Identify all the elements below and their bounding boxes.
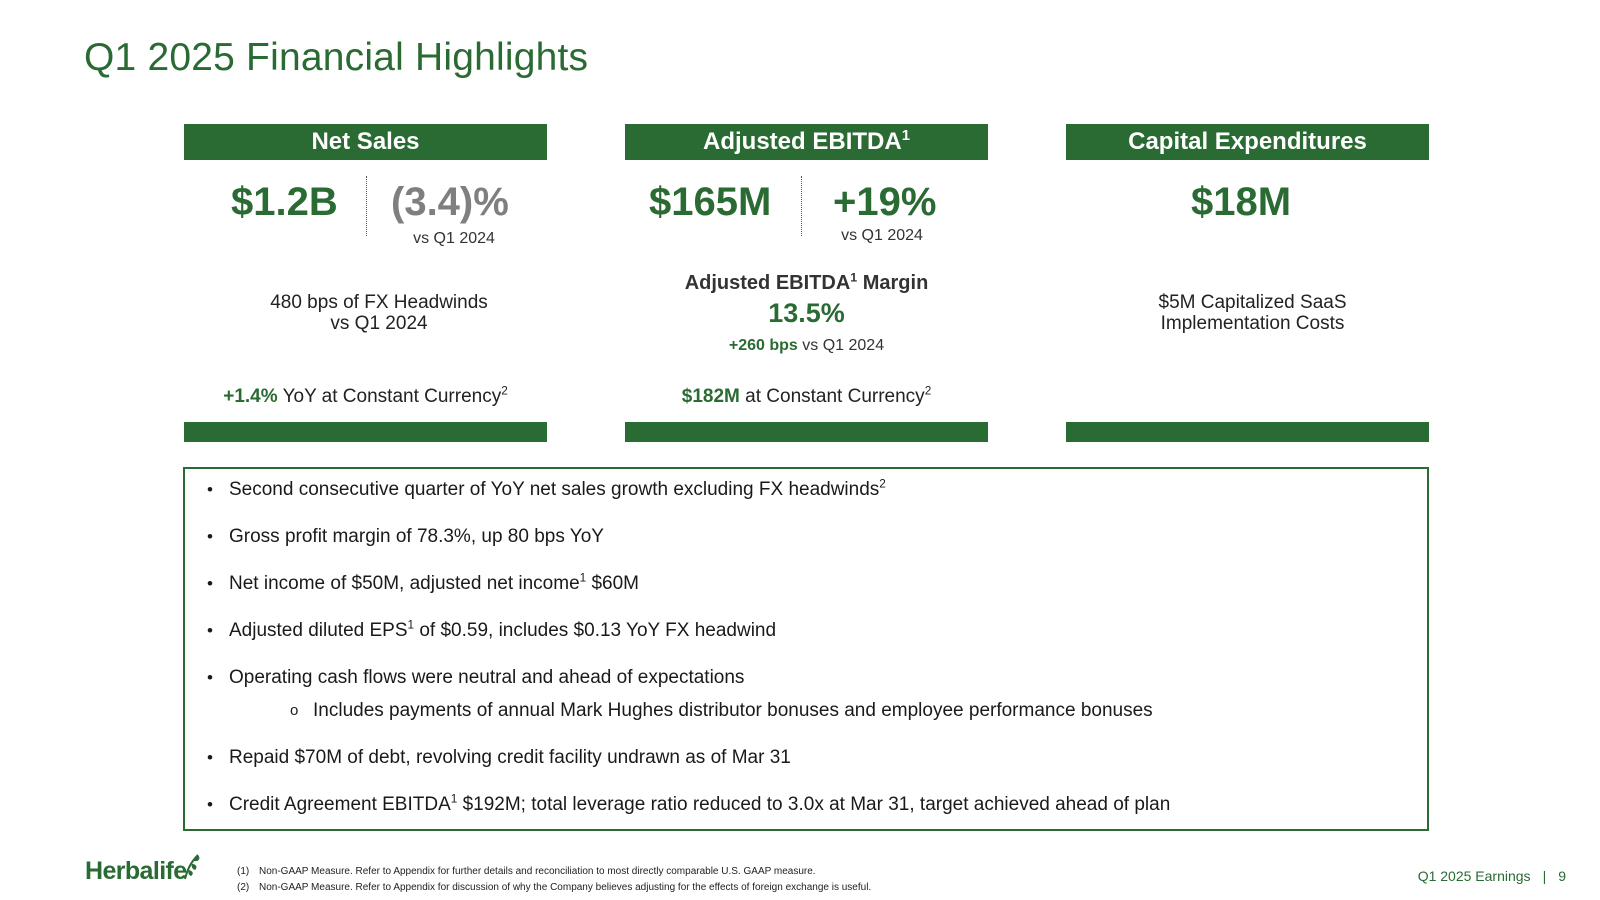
- adjusted-ebitda-change: +19%: [833, 180, 937, 224]
- net-sales-divider: [366, 176, 367, 236]
- net-sales-change: (3.4)%: [391, 180, 509, 224]
- footnotes: (1) Non-GAAP Measure. Refer to Appendix f…: [237, 864, 871, 896]
- net-sales-change-label: vs Q1 2024: [413, 230, 495, 247]
- list-item: Net income of $50M, adjusted net income1…: [207, 572, 1407, 620]
- footnote-1: (1) Non-GAAP Measure. Refer to Appendix f…: [237, 866, 816, 877]
- adjusted-ebitda-value: $165M: [649, 180, 772, 224]
- sub-list-item: Includes payments of annual Mark Hughes …: [229, 700, 1407, 722]
- capex-header: Capital Expenditures: [1066, 124, 1429, 160]
- net-sales-value: $1.2B: [231, 180, 338, 224]
- footnote-2: (2) Non-GAAP Measure. Refer to Appendix f…: [237, 882, 872, 893]
- leaf-logo-icon: [184, 854, 200, 880]
- highlights-list: Second consecutive quarter of YoY net sa…: [207, 478, 1407, 841]
- net-sales-fx-note: 480 bps of FX Headwinds vs Q1 2024: [270, 292, 488, 334]
- list-item: Credit Agreement EBITDA1 $192M; total le…: [207, 793, 1407, 841]
- ebitda-margin-label: Adjusted EBITDA1 Margin: [684, 270, 929, 294]
- capex-value: $18M: [1190, 180, 1292, 224]
- highlights-box: Second consecutive quarter of YoY net sa…: [183, 467, 1429, 831]
- net-sales-constant-currency: +1.4% YoY at Constant Currency2: [223, 384, 508, 407]
- adjusted-ebitda-header: Adjusted EBITDA1: [625, 124, 988, 160]
- page-footer: Q1 2025 Earnings | 9: [1417, 868, 1566, 884]
- net-sales-card: Net Sales $1.2B (3.4)% vs Q1 2024 480 bp…: [184, 124, 547, 442]
- list-item: Second consecutive quarter of YoY net sa…: [207, 478, 1407, 526]
- adjusted-ebitda-footer-bar: [625, 422, 988, 442]
- capex-note: $5M Capitalized SaaS Implementation Cost…: [1158, 292, 1347, 334]
- herbalife-logo: Herbalife: [85, 857, 187, 885]
- adjusted-ebitda-change-label: vs Q1 2024: [841, 227, 923, 244]
- ebitda-margin-bps: +260 bps vs Q1 2024: [728, 337, 885, 354]
- adjusted-ebitda-divider: [801, 176, 802, 236]
- page-title: Q1 2025 Financial Highlights: [84, 36, 589, 79]
- list-item: Adjusted diluted EPS1 of $0.59, includes…: [207, 619, 1407, 667]
- adjusted-ebitda-constant-currency: $182M at Constant Currency2: [681, 384, 932, 407]
- list-item: Gross profit margin of 78.3%, up 80 bps …: [207, 526, 1407, 573]
- list-item: Operating cash flows were neutral and ah…: [207, 667, 1407, 747]
- ebitda-margin-value: 13.5%: [768, 298, 845, 328]
- capex-footer-bar: [1066, 422, 1429, 442]
- page-number: 9: [1558, 868, 1566, 884]
- list-item: Repaid $70M of debt, revolving credit fa…: [207, 747, 1407, 794]
- capex-card: Capital Expenditures $18M $5M Capitalize…: [1066, 124, 1429, 442]
- adjusted-ebitda-card: Adjusted EBITDA1 $165M +19% vs Q1 2024 A…: [625, 124, 988, 442]
- net-sales-header: Net Sales: [184, 124, 547, 160]
- net-sales-footer-bar: [184, 422, 547, 442]
